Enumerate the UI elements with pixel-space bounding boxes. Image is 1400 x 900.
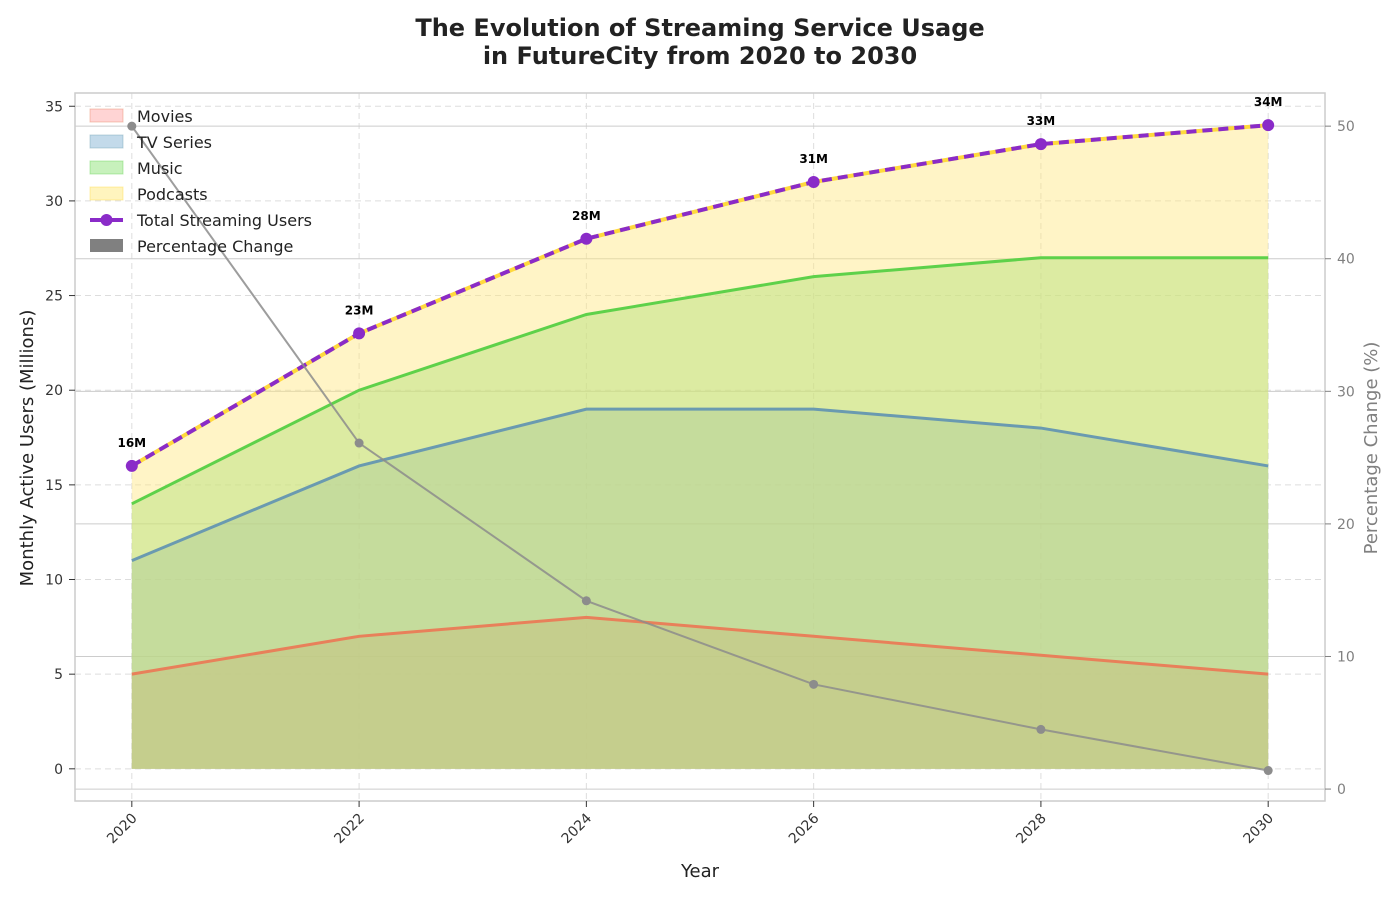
x-axis-label: Year (680, 861, 720, 882)
line-movies (131, 615, 1269, 676)
total-point (353, 327, 366, 340)
area-layers (131, 125, 1269, 769)
y-tick-label: 5 (54, 667, 63, 683)
y2-tick-label: 50 (1337, 119, 1355, 135)
legend-swatch-tv-series (89, 134, 124, 149)
line-percentage-change (131, 125, 1269, 772)
y-tick-label: 10 (45, 573, 63, 589)
x-tick-label: 2028 (1013, 811, 1050, 848)
y-tick-label: 20 (45, 383, 63, 399)
legend-label: Music (137, 159, 183, 178)
y-tick-label: 15 (45, 478, 63, 494)
percentage-point (354, 438, 364, 448)
y2-tick-label: 20 (1337, 517, 1355, 533)
data-label: 31M (799, 152, 828, 166)
series-lines (125, 119, 1275, 776)
legend-swatch-music (89, 160, 124, 175)
line-music (131, 256, 1269, 506)
y2-axis-label: Percentage Change (%) (1361, 342, 1382, 555)
chart-title-line: The Evolution of Streaming Service Usage (415, 14, 984, 42)
percentage-point (127, 121, 137, 131)
legend-swatch-podcasts (89, 186, 124, 201)
x-tick-label: 2022 (331, 811, 368, 848)
data-label: 33M (1027, 114, 1056, 128)
legend-marker (100, 214, 113, 226)
area-tint-podcasts (131, 125, 1269, 769)
y-tick-label: 30 (45, 194, 63, 210)
legend-label: Podcasts (137, 185, 208, 204)
x-tick-label: 2030 (1240, 811, 1277, 848)
total-point (580, 232, 593, 245)
area-tint-movies (131, 617, 1269, 769)
total-point (1262, 119, 1275, 132)
y-tick-label: 0 (54, 762, 63, 778)
data-label: 28M (572, 209, 601, 223)
percentage-point (581, 596, 591, 606)
x-tick-label: 2026 (786, 810, 823, 847)
chart-title: The Evolution of Streaming Service Usage… (415, 14, 984, 70)
y-tick-label: 35 (45, 99, 63, 115)
x-ticks: 2020 2022 2024 2026 2028 2030 (104, 801, 1277, 847)
legend-label: TV Series (136, 133, 212, 152)
area-movies (131, 617, 1269, 769)
percentage-point (1036, 724, 1046, 734)
plot-frame (74, 92, 1326, 802)
area-tv-series (131, 409, 1269, 769)
data-label: 16M (117, 436, 146, 450)
total-point (807, 175, 820, 188)
area-tint-music (131, 257, 1269, 769)
legend: Movies TV Series Music Podcasts Total Stream… (89, 107, 312, 256)
y-tick-label: 25 (45, 289, 63, 305)
area-tint-tv-series (131, 409, 1269, 769)
y2-tick-label: 10 (1337, 649, 1355, 665)
total-point (1034, 138, 1047, 151)
grid (75, 93, 1325, 801)
legend-label: Total Streaming Users (136, 211, 312, 230)
percentage-point (809, 679, 819, 689)
chart-title-line: in FutureCity from 2020 to 2030 (483, 42, 917, 70)
line-tv-series (131, 407, 1269, 562)
legend-swatch-movies (89, 108, 124, 123)
x-tick-label: 2024 (559, 810, 596, 847)
y2-tick-label: 40 (1337, 252, 1355, 268)
data-label: 23M (345, 303, 374, 317)
left-y-ticks: 0 5 10 15 20 25 30 35 (45, 99, 75, 778)
y2-tick-label: 30 (1337, 384, 1355, 400)
plot-border (74, 92, 1326, 802)
total-point (125, 459, 138, 472)
area-music (131, 257, 1269, 769)
data-label: 34M (1254, 95, 1283, 109)
legend-swatch-percentage-change (90, 239, 123, 252)
legend-label: Movies (137, 107, 193, 126)
y-axis-label: Monthly Active Users (Millions) (17, 310, 38, 587)
data-labels: 16M 23M 28M 31M 33M 34M (117, 95, 1282, 450)
line-total-streaming-users (130, 123, 1269, 468)
area-podcasts (131, 125, 1269, 769)
legend-label: Percentage Change (137, 237, 293, 256)
x-tick-label: 2020 (104, 811, 141, 848)
y2-tick-label: 0 (1337, 782, 1346, 798)
percentage-point (1263, 766, 1273, 776)
right-y-ticks: 0 10 20 30 40 50 (1325, 119, 1355, 798)
